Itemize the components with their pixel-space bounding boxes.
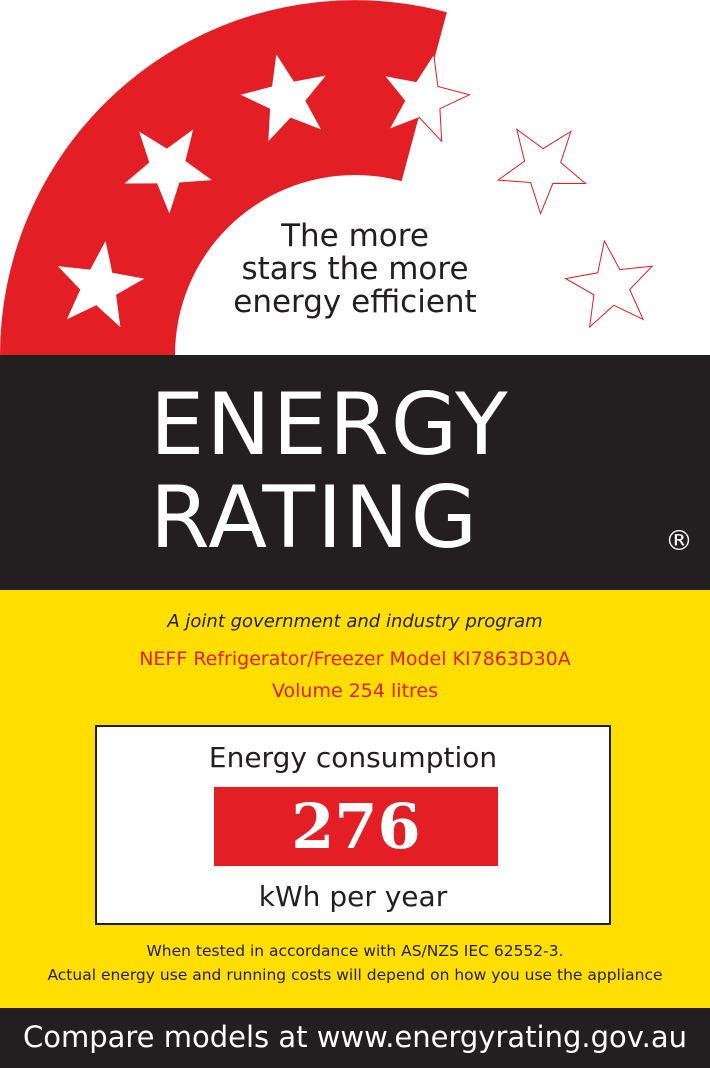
tagline-line-3: energy efficient: [233, 284, 477, 320]
volume-text: Volume 254 litres: [272, 680, 438, 702]
tagline-line-2: stars the more: [241, 251, 469, 287]
rating-star-2: [124, 129, 212, 214]
consumption-unit: kWh per year: [258, 880, 448, 913]
registered-trademark-icon: ®: [665, 524, 693, 557]
footer-band: [0, 1008, 710, 1068]
consumption-value-box: 276: [214, 787, 498, 866]
rating-star-5: [496, 128, 587, 216]
tagline-line-1: The more: [281, 218, 429, 254]
model-text: NEFF Refrigerator/Freezer Model KI7863D3…: [139, 648, 571, 670]
rating-star-3: [240, 54, 326, 142]
consumption-value: 276: [291, 790, 421, 863]
consumption-label: Energy consumption: [208, 741, 498, 774]
footer-text: Compare models at www.energyrating.gov.a…: [22, 1020, 688, 1054]
rating-star-6: [564, 239, 654, 329]
test-note: When tested in accordance with AS/NZS IE…: [146, 942, 564, 960]
tagline: The more stars the more energy efficient: [205, 220, 505, 319]
rating-star-4: [382, 52, 471, 143]
rating-star-1: [57, 240, 145, 328]
program-text: A joint government and industry program: [167, 611, 543, 632]
title-energy: ENERGY: [150, 375, 510, 475]
star-rating-arc: [0, 0, 710, 355]
consumption-box: Energy consumption 276 kWh per year: [95, 725, 611, 925]
usage-note: Actual energy use and running costs will…: [47, 966, 663, 984]
title-rating: RATING: [150, 468, 480, 568]
title-band: [0, 355, 710, 590]
